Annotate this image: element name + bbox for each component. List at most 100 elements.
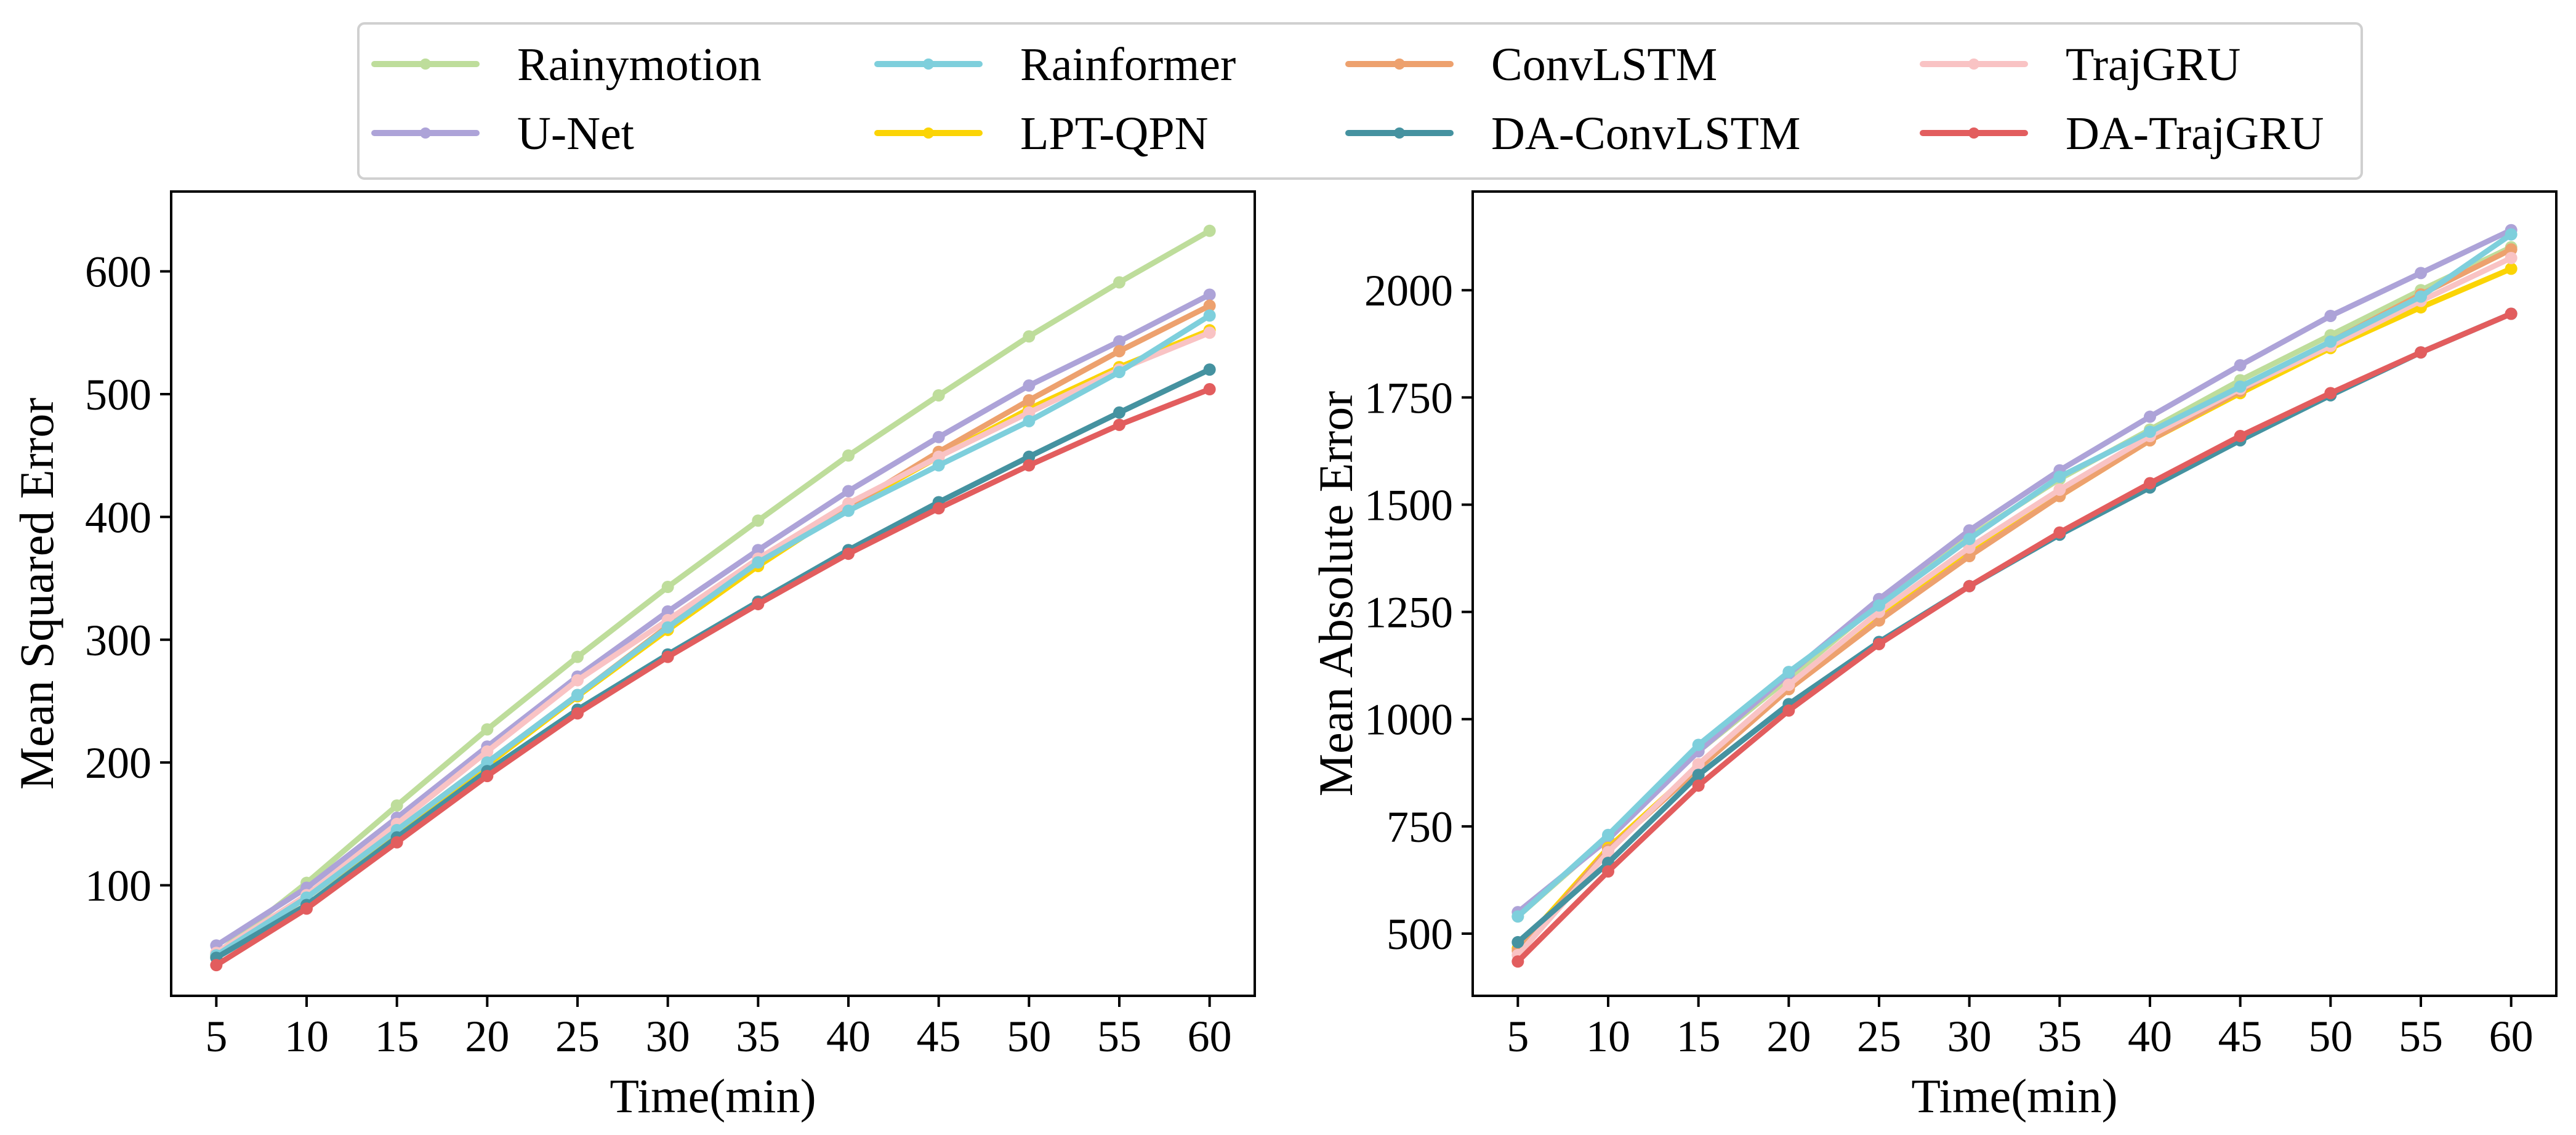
mae-point-da-trajgru (1782, 704, 1795, 717)
mae-y-tick-label: 1000 (1364, 695, 1453, 745)
mae-series-da-trajgru (1511, 307, 2518, 968)
mae-point-rainformer (2324, 335, 2337, 348)
mae-point-u-net (2415, 267, 2427, 280)
mae-point-da-trajgru (2324, 387, 2337, 400)
legend-frame (357, 22, 2363, 180)
mae-x-tick-label: 5 (1507, 1012, 1529, 1061)
mae-line-rainformer (1515, 232, 2514, 919)
mae-x-tick-label: 15 (1676, 1012, 1721, 1061)
mae-y-tick-label: 1500 (1364, 480, 1453, 530)
legend-entry-rainymotion: Rainymotion (371, 39, 762, 91)
mae-plot-lines (1511, 224, 2518, 968)
mse-point-rainymotion (932, 389, 945, 402)
mae-point-da-convlstm (1511, 935, 1524, 948)
mae-x-tick-label: 40 (2128, 1012, 2172, 1061)
mse-y-tick-label: 100 (85, 862, 151, 911)
mae-y-tick-label: 2000 (1364, 266, 1453, 315)
mae-y-tick-label: 500 (1387, 910, 1453, 959)
mse-point-rainformer (481, 756, 494, 769)
mae-point-da-trajgru (1602, 865, 1614, 878)
mse-point-rainformer (842, 504, 855, 517)
legend-swatch-marker (923, 127, 934, 139)
mae-x-ticks: 5 10 15 20 25 30 35 40 45 50 55 60 (1507, 996, 2534, 1061)
mse-point-u-net (1113, 335, 1125, 348)
mse-y-tick-label: 500 (85, 370, 151, 419)
mae-point-rainformer (1692, 738, 1705, 751)
mse-point-convlstm (1203, 299, 1216, 312)
mae-point-lpt-qpn (2505, 262, 2518, 275)
legend-swatch-marker (1394, 127, 1405, 139)
mse-point-da-trajgru (210, 959, 223, 972)
legend-label: ConvLSTM (1491, 39, 1717, 91)
mse-point-rainformer (1113, 366, 1125, 379)
mse-chart-panel: 5 10 15 20 25 30 35 40 45 50 55 60 100 200 300 400 500 6… (10, 190, 1256, 1123)
mae-point-trajgru (1602, 846, 1614, 858)
mse-point-u-net (1203, 288, 1216, 301)
legend-entry-da-trajgru: DA-TrajGRU (1920, 108, 2324, 160)
mae-point-rainformer (2234, 380, 2247, 393)
mae-y-ticks: 500 750 1000 1250 1500 1750 2000 (1364, 266, 1473, 959)
mse-point-da-convlstm (1113, 406, 1125, 419)
mae-point-da-trajgru (2415, 346, 2427, 359)
mse-point-rainymotion (1113, 276, 1125, 289)
mse-point-da-trajgru (571, 707, 584, 720)
legend-entry-convlstm: ConvLSTM (1345, 39, 1717, 91)
mse-point-da-trajgru (842, 547, 855, 560)
mse-point-convlstm (1023, 394, 1036, 406)
mse-plot-frame (170, 190, 1256, 997)
mse-point-convlstm (1113, 345, 1125, 358)
mse-line-rainformer (213, 312, 1213, 958)
mse-point-rainymotion (390, 799, 403, 812)
mse-point-trajgru (1203, 326, 1216, 339)
mse-point-u-net (661, 605, 674, 618)
mse-y-ticks: 100 200 300 400 500 600 (85, 248, 171, 911)
mse-x-tick-label: 25 (555, 1012, 600, 1061)
legend-swatch-marker (923, 59, 934, 70)
mse-point-da-trajgru (390, 836, 403, 849)
mse-y-tick-label: 600 (85, 248, 151, 297)
mse-point-rainymotion (571, 650, 584, 663)
mae-point-u-net (2324, 309, 2337, 322)
mse-point-trajgru (571, 674, 584, 687)
mae-point-da-trajgru (2053, 526, 2066, 539)
mse-x-tick-label: 30 (646, 1012, 690, 1061)
mse-x-axis-label: Time(min) (610, 1069, 816, 1123)
legend-swatch-marker (420, 59, 431, 70)
mse-point-da-trajgru (1203, 383, 1216, 396)
mae-point-trajgru (2053, 483, 2066, 496)
legend-entries: Rainymotion Rainformer ConvLSTM TrajGRU U-Ne… (371, 39, 2324, 160)
mae-point-da-trajgru (1692, 779, 1705, 792)
mse-x-tick-label: 60 (1188, 1012, 1232, 1061)
mae-point-da-trajgru (2234, 430, 2247, 443)
mse-point-rainymotion (661, 581, 674, 594)
mae-x-tick-label: 30 (1947, 1012, 1992, 1061)
mse-point-da-trajgru (300, 902, 313, 915)
mse-point-rainformer (661, 621, 674, 634)
mse-line-trajgru (213, 329, 1213, 956)
legend-entry-da-convlstm: DA-ConvLSTM (1345, 108, 1800, 160)
mae-x-tick-label: 45 (2218, 1012, 2263, 1061)
mse-line-u-net (213, 291, 1213, 948)
mse-series-da-trajgru (210, 383, 1216, 972)
mse-point-da-trajgru (932, 502, 945, 515)
mae-x-tick-label: 25 (1857, 1012, 1901, 1061)
legend-label: Rainymotion (517, 39, 762, 91)
mse-point-trajgru (932, 450, 945, 463)
mse-point-rainymotion (842, 449, 855, 462)
mse-point-rainformer (932, 459, 945, 472)
mse-line-da-trajgru (213, 386, 1213, 968)
mae-point-da-trajgru (1963, 580, 1976, 592)
mae-y-tick-label: 1250 (1364, 588, 1453, 637)
mae-y-tick-label: 1750 (1364, 373, 1453, 422)
mse-point-u-net (842, 485, 855, 498)
legend: Rainymotion Rainformer ConvLSTM TrajGRU U-Ne… (357, 22, 2363, 180)
mse-x-tick-label: 20 (465, 1012, 509, 1061)
mae-x-tick-label: 35 (2037, 1012, 2082, 1061)
mse-x-tick-label: 55 (1097, 1012, 1141, 1061)
mae-line-da-trajgru (1515, 311, 2514, 964)
mae-point-da-trajgru (2505, 307, 2518, 320)
mse-point-da-convlstm (1023, 450, 1036, 463)
mae-point-da-convlstm (1692, 769, 1705, 782)
